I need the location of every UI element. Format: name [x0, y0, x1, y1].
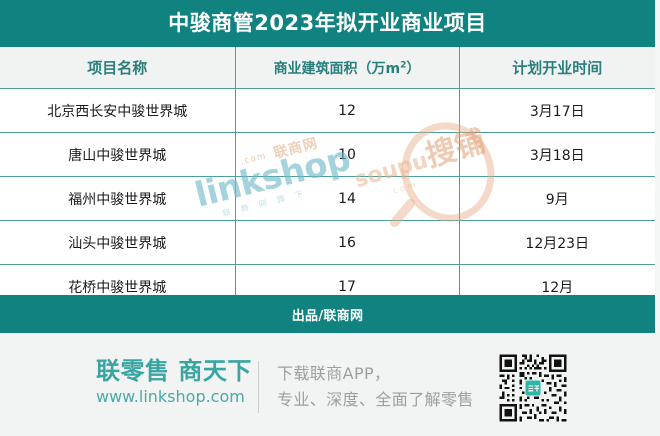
brand-website-url[interactable]: www.linkshop.com	[96, 386, 245, 406]
qr-code[interactable]	[497, 352, 569, 424]
source-note: 出品/联商网	[291, 308, 364, 324]
brand-block: 联零售 商天下 www.linkshop.com	[96, 357, 252, 408]
footer-divider	[258, 361, 259, 413]
source-band: 出品/联商网	[0, 295, 655, 333]
area-prefix: 商业建筑面积（万m	[273, 60, 401, 77]
column-header-project-name: 项目名称	[0, 47, 236, 89]
cell-open-date: 3月17日	[458, 88, 655, 133]
table-row: 福州中骏世界城 14 9月	[0, 176, 655, 221]
brand-slogan: 联零售 商天下	[96, 357, 252, 385]
cell-area: 16	[234, 220, 460, 265]
promo-block: 下载联商APP， 专业、深度、全面了解零售	[277, 361, 474, 413]
cell-project-name: 唐山中骏世界城	[0, 132, 236, 177]
column-header-area-text: 商业建筑面积（万m2）	[273, 59, 421, 77]
table-header-row: 项目名称 商业建筑面积（万m2） 计划开业时间	[0, 47, 655, 89]
cell-area: 12	[234, 88, 460, 133]
table-header: 项目名称 商业建筑面积（万m2） 计划开业时间	[0, 47, 655, 89]
cell-project-name: 汕头中骏世界城	[0, 220, 236, 265]
cell-open-date: 12月23日	[458, 220, 655, 265]
cell-project-name: 北京西长安中骏世界城	[0, 88, 236, 133]
cell-open-date: 3月18日	[458, 132, 655, 177]
table-body: 北京西长安中骏世界城 12 3月17日 唐山中骏世界城 10 3月18日 福州中…	[0, 88, 655, 309]
area-superscript: 2	[400, 59, 407, 70]
cell-open-date: 9月	[458, 176, 655, 221]
title-band: 中骏商管2023年拟开业商业项目	[0, 0, 655, 47]
qr-code-image	[497, 352, 569, 424]
cell-area: 14	[234, 176, 460, 221]
table-row: 北京西长安中骏世界城 12 3月17日	[0, 88, 655, 133]
table-row: 唐山中骏世界城 10 3月18日	[0, 132, 655, 177]
promo-line-1: 下载联商APP，	[277, 364, 391, 383]
projects-table: 项目名称 商业建筑面积（万m2） 计划开业时间 北京西长安中骏世界城 12 3月…	[0, 47, 655, 309]
cell-project-name: 福州中骏世界城	[0, 176, 236, 221]
column-header-open-date: 计划开业时间	[458, 47, 655, 89]
table-row: 汕头中骏世界城 16 12月23日	[0, 220, 655, 265]
table-container: 项目名称 商业建筑面积（万m2） 计划开业时间 北京西长安中骏世界城 12 3月…	[0, 47, 655, 309]
promo-line-2: 专业、深度、全面了解零售	[277, 389, 474, 409]
page-title: 中骏商管2023年拟开业商业项目	[168, 11, 487, 35]
area-suffix: ）	[406, 60, 421, 77]
column-header-area: 商业建筑面积（万m2）	[234, 47, 460, 89]
cell-area: 10	[234, 132, 460, 177]
